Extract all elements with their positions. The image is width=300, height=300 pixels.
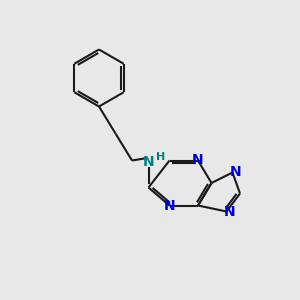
Text: H: H	[157, 152, 166, 162]
Text: N: N	[230, 166, 241, 179]
Text: N: N	[192, 154, 204, 167]
Text: N: N	[143, 155, 154, 169]
Text: N: N	[224, 205, 235, 218]
Text: N: N	[164, 199, 175, 212]
